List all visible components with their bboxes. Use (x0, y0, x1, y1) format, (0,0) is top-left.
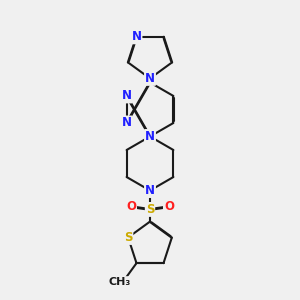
Text: S: S (146, 203, 154, 216)
Text: O: O (126, 200, 136, 213)
Text: S: S (124, 231, 132, 244)
Text: N: N (145, 130, 155, 143)
Text: N: N (122, 116, 132, 130)
Text: CH₃: CH₃ (109, 277, 131, 287)
Text: N: N (145, 184, 155, 197)
Text: N: N (145, 72, 155, 85)
Text: N: N (122, 89, 132, 103)
Text: N: N (131, 30, 142, 43)
Text: O: O (164, 200, 174, 213)
